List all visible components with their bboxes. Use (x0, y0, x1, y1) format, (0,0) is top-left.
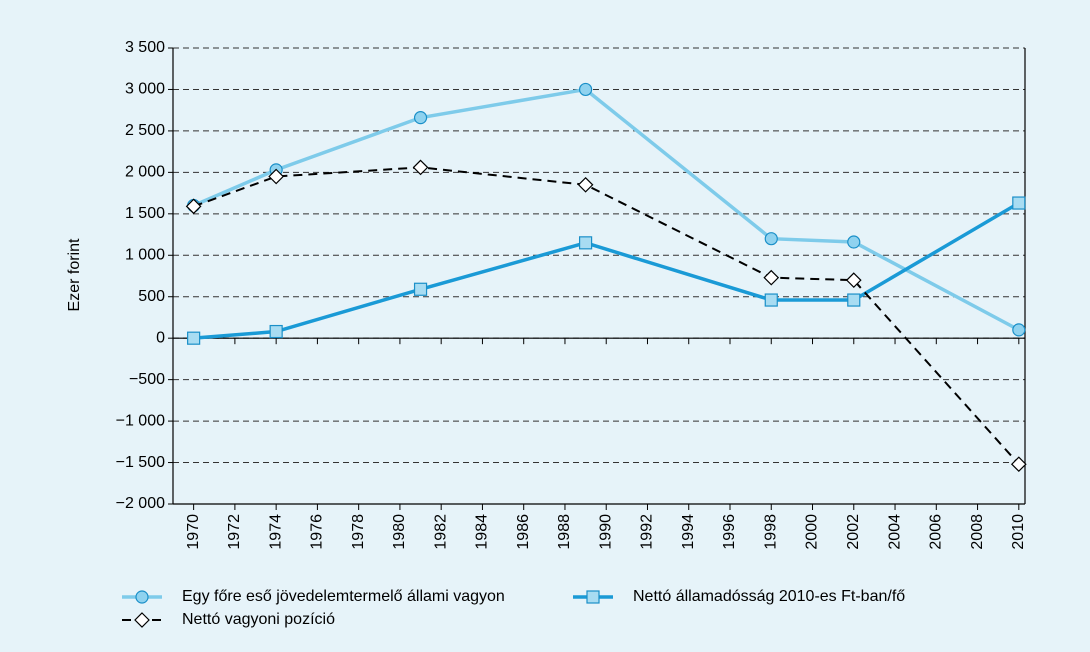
x-tick-label: 2006 (928, 514, 945, 550)
x-tick-label: 2002 (845, 514, 862, 550)
x-tick-label: 1994 (680, 514, 697, 550)
x-tick-label: 1998 (762, 514, 779, 550)
marker (763, 269, 780, 286)
y-tick-label: 2 500 (125, 122, 165, 139)
legend-marker (135, 590, 149, 604)
y-tick-label: 1 500 (125, 205, 165, 222)
y-tick-label: 0 (156, 329, 165, 346)
marker (413, 111, 428, 125)
marker (187, 331, 201, 345)
x-tick-label: 1970 (185, 514, 202, 550)
marker (1012, 196, 1026, 210)
y-tick-label: 2 000 (125, 164, 165, 181)
x-tick-label: 1978 (350, 514, 367, 550)
y-tick-label: −1 500 (116, 454, 165, 471)
legend-marker (586, 590, 600, 604)
x-tick-label: 2010 (1010, 514, 1027, 550)
marker (268, 168, 284, 185)
marker (847, 293, 861, 307)
y-tick-label: 3 500 (125, 39, 165, 56)
x-tick-label: 2000 (804, 514, 821, 550)
marker (412, 159, 429, 176)
series-line (193, 201, 1020, 340)
x-tick-label: 1992 (639, 514, 656, 550)
x-tick-label: 1996 (721, 514, 738, 550)
x-tick-label: 1974 (267, 514, 284, 550)
y-tick-label: −2 000 (116, 495, 165, 512)
x-tick-label: 1984 (474, 514, 491, 550)
y-tick-label: −1 000 (116, 412, 165, 429)
x-tick-label: 2004 (886, 514, 903, 550)
x-tick-label: 1982 (432, 514, 449, 550)
marker (185, 198, 202, 215)
x-tick-label: 1980 (391, 514, 408, 550)
marker (578, 82, 593, 97)
y-axis-label: Ezer forint (66, 238, 83, 311)
x-tick-label: 1976 (309, 514, 326, 550)
y-tick-label: 1 000 (125, 246, 165, 263)
marker (764, 232, 778, 246)
x-tick-label: 1972 (226, 514, 243, 550)
marker (269, 324, 283, 339)
legend-label: Nettó vagyoni pozíció (182, 611, 335, 628)
marker (845, 272, 862, 288)
legend-label: Nettó államadósság 2010-es Ft-ban/fő (633, 588, 905, 605)
marker (1012, 323, 1026, 337)
marker (847, 235, 861, 249)
marker (577, 176, 594, 193)
y-tick-label: −500 (129, 371, 165, 388)
marker (578, 236, 593, 250)
marker (764, 293, 778, 307)
y-tick-label: 3 000 (125, 81, 165, 98)
x-tick-label: 1990 (597, 514, 614, 550)
series-line (193, 166, 1020, 465)
x-tick-label: 2008 (969, 514, 986, 550)
y-tick-label: 500 (138, 288, 165, 305)
x-tick-label: 1986 (515, 514, 532, 550)
series-line (192, 87, 1020, 332)
x-tick-label: 1988 (556, 514, 573, 550)
marker (413, 282, 428, 296)
legend-label: Egy főre eső jövedelemtermelő állami vag… (182, 588, 505, 605)
legend-marker (134, 612, 150, 628)
marker (1010, 456, 1027, 473)
